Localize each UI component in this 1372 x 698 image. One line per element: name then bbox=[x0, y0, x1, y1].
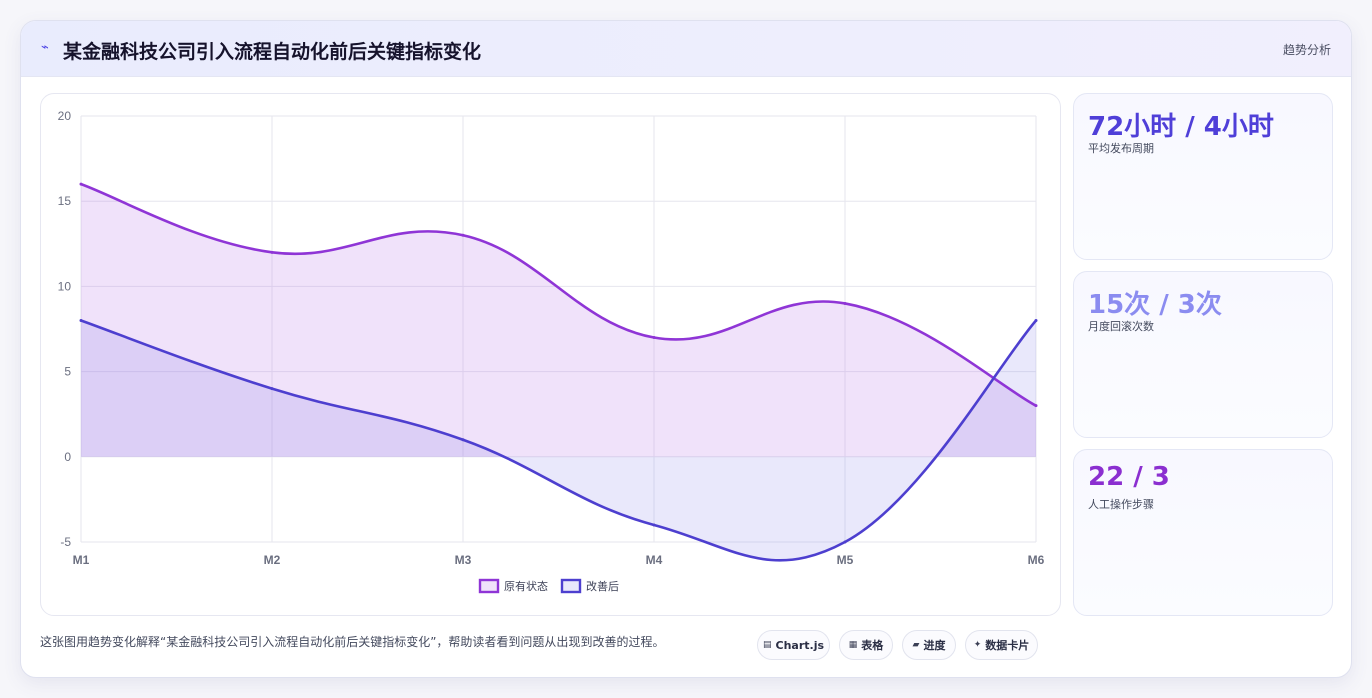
data-point bbox=[270, 250, 274, 254]
series-area-1 bbox=[81, 320, 1036, 561]
y-tick-label: 0 bbox=[64, 450, 71, 464]
y-tick-label: 15 bbox=[58, 194, 72, 208]
kpi-value: 72小时 / 4小时 bbox=[1088, 112, 1274, 142]
data-point bbox=[843, 301, 847, 305]
card-header: ⌁ 某金融科技公司引入流程自动化前后关键指标变化 趋势分析 bbox=[21, 21, 1351, 77]
chip-progress[interactable]: ▰ 进度 bbox=[902, 630, 956, 660]
kpi-card-manual-steps: 22 / 3 人工操作步骤 bbox=[1073, 449, 1333, 616]
data-point bbox=[461, 438, 465, 442]
kpi-label: 月度回滚次数 bbox=[1088, 320, 1154, 333]
data-point bbox=[79, 182, 83, 186]
legend-label: 改善后 bbox=[586, 579, 619, 593]
y-tick-label: 20 bbox=[58, 109, 72, 123]
data-point bbox=[461, 233, 465, 237]
legend-label: 原有状态 bbox=[504, 579, 548, 593]
chart-container: -5 0 5 10 15 20 M1 M2 M3 M4 M5 M6 原有状态 改善后 bbox=[40, 93, 1061, 616]
analysis-tag[interactable]: 趋势分析 bbox=[1282, 43, 1331, 57]
chip-label: 进度 bbox=[923, 639, 946, 652]
kpi-card-release-cycle: 72小时 / 4小时 平均发布周期 bbox=[1073, 93, 1333, 260]
legend-swatch bbox=[560, 578, 582, 594]
data-point bbox=[652, 336, 656, 340]
data-point bbox=[79, 318, 83, 322]
chip-label: Chart.js bbox=[775, 638, 825, 652]
y-tick-label: 5 bbox=[64, 365, 71, 379]
series-line-0 bbox=[80, 182, 1037, 407]
y-tick-label: 10 bbox=[58, 279, 72, 293]
legend-swatch bbox=[478, 578, 500, 594]
chart-icon: ▤ bbox=[762, 640, 772, 650]
chip-label: 表格 bbox=[861, 639, 884, 652]
data-point bbox=[652, 523, 656, 527]
x-tick-label: M3 bbox=[455, 553, 472, 567]
x-tick-label: M1 bbox=[73, 553, 90, 567]
kpi-value: 15次 / 3次 bbox=[1088, 290, 1222, 320]
page-title: 某金融科技公司引入流程自动化前后关键指标变化 bbox=[63, 41, 482, 63]
chip-data-cards[interactable]: ✦ 数据卡片 bbox=[965, 630, 1038, 660]
x-tick-label: M5 bbox=[837, 553, 854, 567]
x-tick-label: M2 bbox=[264, 553, 281, 567]
series-line-1 bbox=[80, 319, 1037, 562]
chart-description: 这张图用趋势变化解释“某金融科技公司引入流程自动化前后关键指标变化”，帮助读者看… bbox=[40, 635, 665, 649]
kpi-label: 人工操作步骤 bbox=[1088, 498, 1154, 511]
line-area-chart: -5 0 5 10 15 20 M1 M2 M3 M4 M5 M6 原有状态 改善后 bbox=[58, 109, 1045, 594]
sparkle-icon: ✦ bbox=[973, 640, 982, 650]
x-tick-label: M4 bbox=[646, 553, 663, 567]
chip-chartjs[interactable]: ▤ Chart.js bbox=[757, 630, 830, 660]
main-card: ⌁ 某金融科技公司引入流程自动化前后关键指标变化 趋势分析 -5 0 5 10 15 20… bbox=[20, 20, 1352, 678]
progress-icon: ▰ bbox=[912, 640, 920, 650]
data-point bbox=[1034, 404, 1038, 408]
x-tick-label: M6 bbox=[1028, 553, 1045, 567]
chip-table[interactable]: ▦ 表格 bbox=[839, 630, 893, 660]
chip-label: 数据卡片 bbox=[985, 639, 1030, 652]
kpi-card-rollbacks: 15次 / 3次 月度回滚次数 bbox=[1073, 271, 1333, 438]
trend-line-icon: ⌁ bbox=[41, 40, 49, 55]
data-point bbox=[843, 540, 847, 544]
table-icon: ▦ bbox=[848, 640, 858, 650]
data-point bbox=[270, 387, 274, 391]
data-point bbox=[1034, 318, 1038, 322]
kpi-value: 22 / 3 bbox=[1088, 462, 1170, 492]
y-tick-label: -5 bbox=[60, 535, 71, 549]
kpi-label: 平均发布周期 bbox=[1088, 142, 1154, 155]
